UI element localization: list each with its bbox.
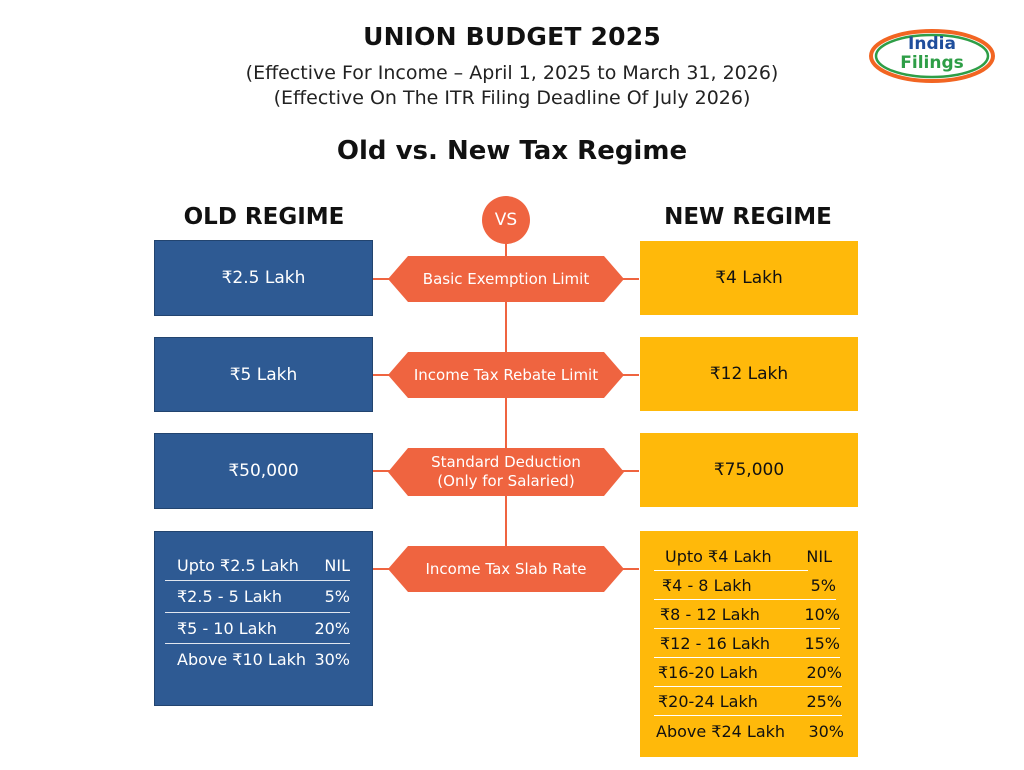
table-row: ₹4 - 8 Lakh 5%	[662, 574, 836, 596]
row-divider	[654, 570, 808, 571]
label-basic-exemption-text: Basic Exemption Limit	[422, 269, 590, 288]
new-slab-rate: 25%	[806, 691, 842, 711]
table-row: ₹2.5 - 5 Lakh 5%	[177, 585, 350, 607]
logo-ellipse-icon	[869, 29, 995, 83]
table-row: Above ₹24 Lakh 30%	[656, 720, 844, 742]
old-slab-range: Above ₹10 Lakh	[177, 649, 307, 669]
table-row: Upto ₹4 Lakh NIL	[665, 545, 832, 567]
old-slab-table: Upto ₹2.5 Lakh NIL ₹2.5 - 5 Lakh 5% ₹5 -…	[155, 532, 372, 705]
row-divider	[654, 686, 842, 687]
table-row: ₹16-20 Lakh 20%	[658, 661, 842, 683]
old-slab-range: Upto ₹2.5 Lakh	[177, 555, 299, 575]
new-slab-rate: 30%	[808, 721, 844, 741]
new-slab-range: ₹12 - 16 Lakh	[660, 633, 771, 653]
subtitle-effective-income: (Effective For Income – April 1, 2025 to…	[245, 62, 779, 84]
table-row: ₹12 - 16 Lakh 15%	[660, 632, 840, 654]
vs-badge: VS	[482, 196, 530, 244]
old-rebate-limit-value: ₹5 Lakh	[229, 364, 298, 385]
new-slab-range: ₹16-20 Lakh	[658, 662, 758, 682]
new-basic-exemption-box: ₹4 Lakh	[640, 241, 858, 315]
india-filings-logo: India Filings	[868, 28, 996, 84]
old-slab-rate: NIL	[324, 555, 350, 575]
table-row: ₹20-24 Lakh 25%	[658, 690, 842, 712]
old-rebate-limit-box: ₹5 Lakh	[155, 338, 372, 411]
table-row: Above ₹10 Lakh 30%	[177, 648, 350, 670]
label-standard-deduction-text: Standard Deduction	[431, 453, 581, 471]
label-rebate-limit: Income Tax Rebate Limit	[388, 352, 624, 398]
new-slab-rate: 5%	[810, 575, 836, 595]
table-row: ₹8 - 12 Lakh 10%	[660, 603, 840, 625]
new-basic-exemption-value: ₹4 Lakh	[715, 268, 783, 288]
old-slab-range: ₹5 - 10 Lakh	[177, 618, 277, 638]
new-slab-rate: NIL	[806, 546, 832, 566]
row-divider	[654, 599, 836, 600]
row-divider	[165, 612, 350, 613]
new-slab-rate: 20%	[806, 662, 842, 682]
subtitle-effective-itr: (Effective On The ITR Filing Deadline Of…	[273, 87, 751, 109]
label-tax-slab-rate: Income Tax Slab Rate	[388, 546, 624, 592]
old-standard-deduction-value: ₹50,000	[228, 461, 299, 481]
new-slab-table: Upto ₹4 Lakh NIL ₹4 - 8 Lakh 5% ₹8 - 12 …	[640, 531, 858, 757]
old-basic-exemption-value: ₹2.5 Lakh	[221, 268, 306, 288]
label-rebate-limit-text: Income Tax Rebate Limit	[413, 365, 599, 384]
label-tax-slab-rate-text: Income Tax Slab Rate	[425, 559, 587, 578]
new-rebate-limit-value: ₹12 Lakh	[709, 364, 789, 384]
new-slab-rate: 10%	[804, 604, 840, 624]
label-standard-deduction: Standard Deduction (Only for Salaried)	[388, 448, 624, 496]
new-standard-deduction-box: ₹75,000	[640, 433, 858, 507]
logo-text-india: India	[908, 34, 956, 54]
new-standard-deduction-value: ₹75,000	[713, 460, 785, 480]
page-title: UNION BUDGET 2025	[363, 22, 661, 51]
table-row: ₹5 - 10 Lakh 20%	[177, 617, 350, 639]
new-slab-range: Upto ₹4 Lakh	[665, 546, 772, 566]
row-divider	[165, 580, 350, 581]
old-slab-range: ₹2.5 - 5 Lakh	[177, 586, 282, 606]
new-slab-range: ₹20-24 Lakh	[658, 691, 758, 711]
row-divider	[654, 628, 840, 629]
old-standard-deduction-box: ₹50,000	[155, 434, 372, 508]
row-divider	[165, 643, 350, 644]
row-divider	[654, 715, 842, 716]
label-basic-exemption: Basic Exemption Limit	[388, 256, 624, 302]
new-slab-range: ₹8 - 12 Lakh	[660, 604, 760, 624]
old-slab-rate: 20%	[314, 618, 350, 638]
label-standard-deduction-note: (Only for Salaried)	[437, 472, 575, 490]
old-basic-exemption-box: ₹2.5 Lakh	[155, 241, 372, 315]
new-rebate-limit-box: ₹12 Lakh	[640, 337, 858, 411]
table-row: Upto ₹2.5 Lakh NIL	[177, 554, 350, 576]
new-slab-rate: 15%	[804, 633, 840, 653]
new-slab-range: ₹4 - 8 Lakh	[662, 575, 752, 595]
new-regime-heading: NEW REGIME	[664, 204, 832, 230]
section-heading: Old vs. New Tax Regime	[336, 136, 688, 166]
logo-text-filings: Filings	[900, 53, 964, 73]
new-slab-range: Above ₹24 Lakh	[656, 721, 786, 741]
old-regime-heading: OLD REGIME	[183, 204, 345, 230]
row-divider	[654, 657, 840, 658]
old-slab-rate: 30%	[314, 649, 350, 669]
old-slab-rate: 5%	[324, 586, 350, 606]
